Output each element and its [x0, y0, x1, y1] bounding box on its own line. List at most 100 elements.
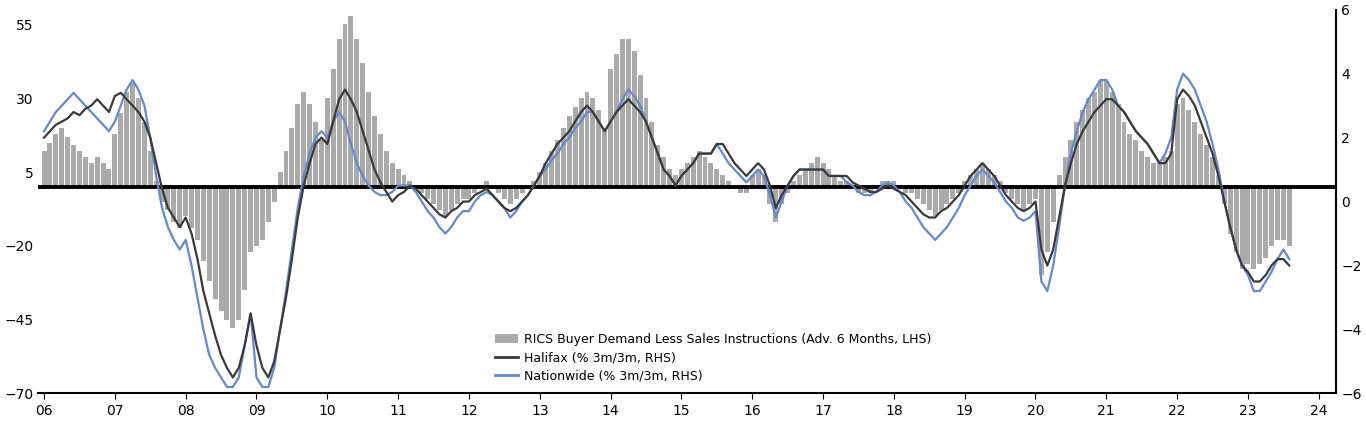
- Bar: [277, 172, 283, 187]
- Bar: [501, 187, 507, 199]
- Bar: [343, 24, 347, 187]
- Bar: [83, 157, 87, 187]
- Bar: [579, 98, 583, 187]
- Bar: [885, 181, 891, 187]
- Bar: [803, 169, 807, 187]
- Bar: [89, 163, 94, 187]
- Bar: [183, 187, 189, 216]
- Bar: [1187, 110, 1191, 187]
- Bar: [336, 39, 342, 187]
- Bar: [968, 175, 973, 187]
- Bar: [720, 175, 725, 187]
- Bar: [266, 187, 270, 222]
- Bar: [933, 187, 937, 216]
- Bar: [709, 163, 713, 187]
- Bar: [1104, 81, 1109, 187]
- Bar: [148, 151, 153, 187]
- Bar: [1045, 187, 1050, 252]
- Bar: [631, 51, 637, 187]
- Bar: [249, 187, 253, 252]
- Bar: [903, 187, 908, 193]
- Bar: [318, 140, 324, 187]
- Bar: [124, 92, 130, 187]
- Bar: [750, 175, 754, 187]
- Bar: [189, 187, 194, 228]
- Bar: [1015, 187, 1020, 205]
- Bar: [992, 175, 997, 187]
- Bar: [466, 187, 471, 199]
- Bar: [1050, 187, 1056, 222]
- Bar: [555, 140, 560, 187]
- Bar: [272, 187, 277, 202]
- Bar: [130, 84, 135, 187]
- Bar: [962, 181, 967, 187]
- Bar: [1145, 157, 1150, 187]
- Bar: [727, 181, 731, 187]
- Bar: [171, 187, 176, 222]
- Bar: [944, 187, 949, 205]
- Bar: [1198, 134, 1203, 187]
- Bar: [112, 134, 117, 187]
- Bar: [679, 169, 684, 187]
- Bar: [1081, 110, 1085, 187]
- Bar: [986, 169, 990, 187]
- Bar: [284, 151, 288, 187]
- Bar: [938, 187, 944, 211]
- Bar: [41, 151, 46, 187]
- Bar: [48, 143, 52, 187]
- Bar: [796, 175, 802, 187]
- Bar: [649, 122, 654, 187]
- Bar: [1274, 187, 1280, 240]
- Bar: [956, 187, 962, 193]
- Bar: [325, 98, 329, 187]
- Bar: [921, 187, 926, 205]
- Bar: [979, 163, 985, 187]
- Bar: [396, 169, 400, 187]
- Bar: [366, 92, 372, 187]
- Bar: [1056, 175, 1061, 187]
- Bar: [508, 187, 512, 205]
- Bar: [449, 187, 454, 211]
- Bar: [585, 92, 590, 187]
- Bar: [974, 169, 979, 187]
- Bar: [372, 116, 377, 187]
- Bar: [1251, 187, 1257, 269]
- Bar: [460, 187, 466, 199]
- Bar: [195, 187, 199, 240]
- Bar: [206, 187, 212, 281]
- Bar: [762, 175, 766, 187]
- Bar: [702, 157, 708, 187]
- Bar: [643, 98, 649, 187]
- Bar: [378, 134, 382, 187]
- Bar: [354, 39, 359, 187]
- Bar: [844, 181, 850, 187]
- Bar: [738, 187, 743, 193]
- Bar: [1210, 157, 1214, 187]
- Bar: [549, 151, 555, 187]
- Bar: [1022, 187, 1026, 211]
- Bar: [307, 104, 311, 187]
- Bar: [779, 187, 784, 205]
- Bar: [302, 92, 306, 187]
- Bar: [1009, 187, 1015, 199]
- Bar: [1139, 151, 1145, 187]
- Bar: [260, 187, 265, 240]
- Bar: [691, 157, 695, 187]
- Bar: [862, 187, 867, 193]
- Bar: [1033, 187, 1038, 199]
- Bar: [1205, 146, 1209, 187]
- Bar: [1287, 187, 1292, 246]
- Bar: [1121, 122, 1127, 187]
- Bar: [425, 187, 430, 199]
- Bar: [295, 104, 301, 187]
- Bar: [867, 187, 873, 193]
- Bar: [768, 187, 772, 205]
- Bar: [785, 187, 790, 193]
- Bar: [1134, 140, 1138, 187]
- Bar: [1086, 98, 1091, 187]
- Bar: [142, 122, 148, 187]
- Bar: [602, 128, 607, 187]
- Bar: [254, 187, 260, 246]
- Bar: [656, 146, 660, 187]
- Bar: [514, 187, 519, 199]
